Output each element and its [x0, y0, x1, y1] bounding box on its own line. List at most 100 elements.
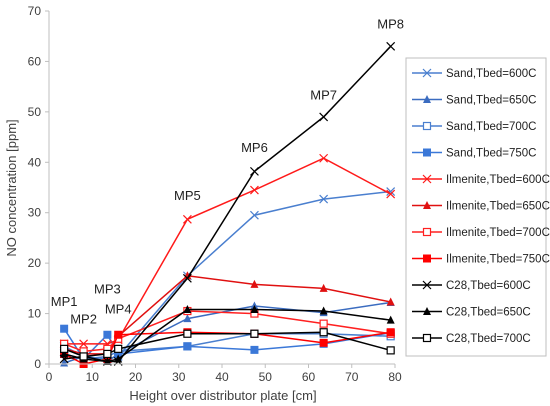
legend-label: C28,Tbed=600C: [446, 280, 531, 292]
data-point: [60, 349, 69, 358]
point-annotations: MP1 MP2 MP3 MP4 MP5 MP6 MP7 MP8: [51, 17, 404, 327]
data-point: [250, 329, 259, 338]
data-point: [386, 297, 395, 306]
axes: Height over distributor plate [cm] NO co…: [4, 4, 402, 403]
x-tick-label: 40: [215, 370, 229, 384]
data-point: [250, 210, 259, 220]
y-tick-label: 0: [34, 357, 41, 371]
legend-marker: [423, 201, 431, 209]
legend-entry: Sand,Tbed=650C: [412, 95, 536, 107]
data-point: [183, 271, 192, 280]
legend-marker: [422, 333, 432, 343]
x-tick-label: 70: [345, 370, 359, 384]
legend-entry: C28,Tbed=650C: [412, 307, 531, 319]
annotation-label: MP8: [377, 17, 404, 32]
data-point: [319, 153, 329, 163]
series-4: [59, 153, 396, 349]
legend-label: Sand,Tbed=750C: [446, 148, 536, 160]
y-tick-label: 10: [28, 307, 42, 321]
legend-entry: Sand,Tbed=700C: [412, 121, 536, 133]
legend-label: Ilmenite,Tbed=750C: [446, 254, 550, 266]
y-tick-label: 40: [28, 155, 42, 169]
data-point: [250, 166, 259, 176]
data-point: [79, 352, 88, 361]
annotation-label: MP7: [310, 87, 337, 102]
legend-marker: [423, 95, 431, 103]
data-point: [250, 279, 259, 288]
data-point: [386, 346, 395, 355]
annotation-label: MP2: [70, 312, 97, 327]
legend-marker: [422, 121, 432, 131]
legend-marker: [422, 227, 432, 237]
legend-marker: [423, 254, 431, 263]
legend: Sand,Tbed=600C Sand,Tbed=650C Sand,Tbed=70…: [405, 57, 550, 357]
legend-label: C28,Tbed=700C: [446, 333, 531, 345]
plot-area: [59, 41, 396, 368]
data-point: [319, 319, 328, 328]
x-tick-label: 10: [86, 370, 100, 384]
data-point: [386, 189, 396, 199]
legend-entry: Sand,Tbed=750C: [412, 148, 536, 160]
data-point: [103, 356, 112, 365]
series-8: [59, 41, 396, 366]
data-point: [319, 328, 328, 337]
legend-entry: Ilmenite,Tbed=750C: [412, 254, 550, 266]
data-point: [103, 349, 112, 359]
annotation-label: MP5: [174, 188, 201, 203]
annotation-label: MP1: [51, 294, 78, 309]
data-point: [386, 315, 395, 324]
y-tick-label: 50: [28, 105, 42, 119]
data-point: [386, 41, 396, 51]
legend-marker: [423, 307, 431, 315]
x-tick-label: 20: [129, 370, 143, 384]
x-tick-label: 0: [46, 370, 53, 384]
legend-label: Ilmenite,Tbed=700C: [446, 227, 550, 239]
series-10: [60, 328, 395, 361]
annotation-label: MP6: [241, 140, 268, 155]
data-point: [183, 342, 192, 351]
legend-marker: [422, 174, 432, 184]
series-line: [64, 157, 392, 345]
data-point: [182, 214, 192, 224]
legend-marker: [422, 68, 432, 78]
data-point: [183, 305, 192, 314]
legend-label: Ilmenite,Tbed=600C: [446, 174, 550, 186]
legend-entry: Ilmenite,Tbed=650C: [412, 201, 550, 213]
legend-entry: Ilmenite,Tbed=700C: [412, 227, 550, 239]
legend-label: Sand,Tbed=650C: [446, 95, 536, 107]
legend-entry: C28,Tbed=600C: [412, 280, 531, 292]
annotation-label: MP4: [105, 302, 132, 317]
data-point: [319, 338, 328, 347]
legend-label: C28,Tbed=650C: [446, 307, 531, 319]
legend-entry: Ilmenite,Tbed=600C: [412, 174, 550, 186]
legend-label: Sand,Tbed=600C: [446, 68, 536, 80]
x-tick-label: 80: [388, 370, 402, 384]
data-point: [319, 306, 328, 315]
data-point: [319, 283, 328, 292]
data-point: [114, 330, 123, 339]
data-point: [183, 329, 192, 338]
data-point: [183, 314, 192, 323]
data-point: [250, 185, 259, 195]
legend-marker: [422, 280, 432, 290]
data-point: [319, 194, 329, 204]
data-point: [386, 328, 395, 337]
x-tick-label: 30: [172, 370, 186, 384]
data-point: [250, 305, 259, 314]
y-tick-label: 20: [28, 256, 42, 270]
legend-entry: C28,Tbed=700C: [412, 333, 531, 345]
legend-marker: [423, 148, 431, 157]
y-tick-label: 30: [28, 206, 42, 220]
annotation-label: MP3: [94, 281, 121, 296]
x-tick-label: 50: [259, 370, 273, 384]
y-tick-label: 60: [28, 54, 42, 68]
data-point: [319, 112, 329, 122]
data-point: [79, 339, 89, 349]
data-point: [114, 344, 123, 353]
data-point: [114, 349, 123, 358]
legend-label: Ilmenite,Tbed=650C: [446, 201, 550, 213]
data-point: [114, 354, 123, 363]
legend-label: Sand,Tbed=700C: [446, 121, 536, 133]
data-point: [386, 187, 396, 196]
